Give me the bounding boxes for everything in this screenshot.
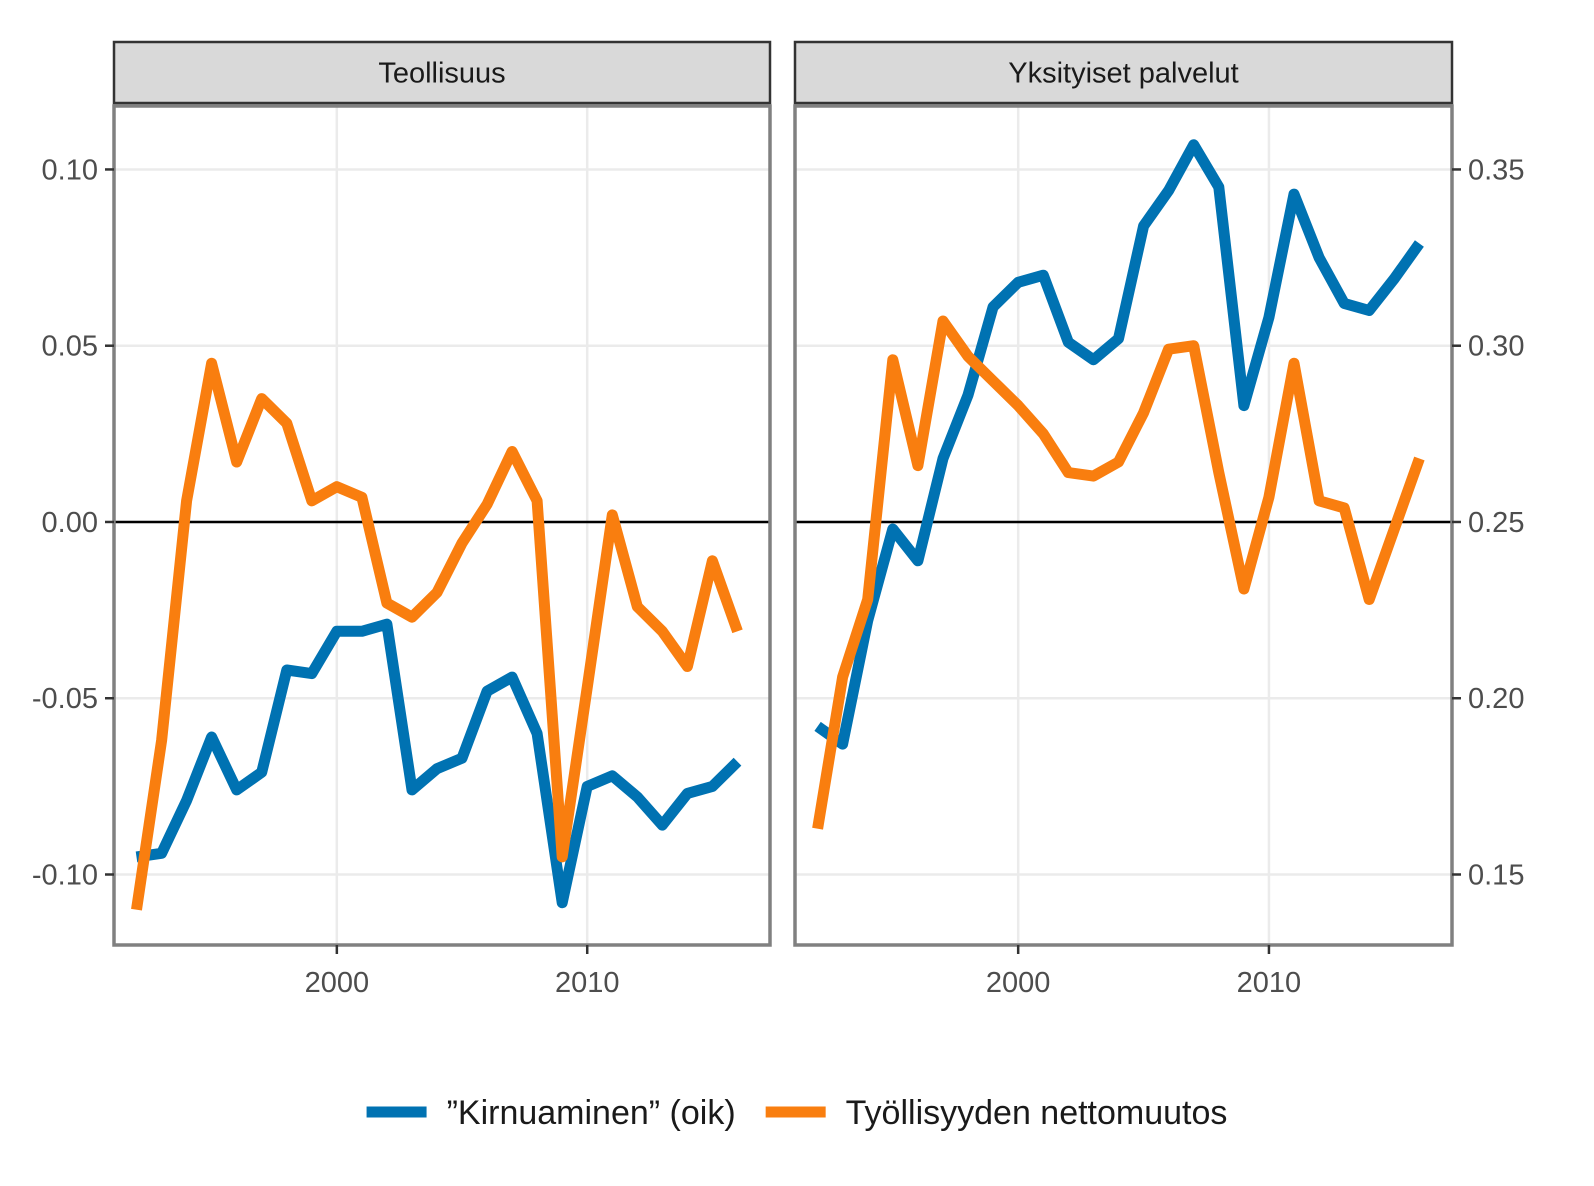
series-line-net [812, 315, 1425, 830]
facet-title: Yksityiset palvelut [1008, 58, 1239, 90]
y-tick-label-left: -0.05 [32, 683, 98, 715]
y-tick-label-left: 0.05 [42, 331, 98, 363]
y-tick-label-right: 0.35 [1468, 154, 1524, 186]
facet-strip [112, 40, 772, 105]
y-tick-label-right: 0.20 [1468, 683, 1524, 715]
panel-background [795, 106, 1452, 945]
legend-label-churn: ”Kirnuaminen” (oik) [447, 1094, 736, 1132]
y-tick-label-left: 0.10 [42, 154, 98, 186]
panel-background [114, 106, 770, 945]
y-tick-label-left: 0.00 [42, 507, 98, 539]
y-tick-label-right: 0.25 [1468, 507, 1524, 539]
facet-strip [793, 40, 1454, 105]
y-tick-label-left: -0.10 [32, 859, 98, 891]
y-tick-label-right: 0.30 [1468, 331, 1524, 363]
panel-border [793, 104, 1454, 947]
x-tick-label: 2010 [555, 967, 620, 999]
y-tick-label-right: 0.15 [1468, 859, 1524, 891]
facet-title: Teollisuus [378, 58, 505, 90]
x-tick-label: 2000 [986, 967, 1051, 999]
panel-border [112, 104, 772, 947]
legend-label-net: Työllisyyden nettomuutos [846, 1094, 1228, 1132]
x-tick-label: 2000 [305, 967, 370, 999]
x-tick-label: 2010 [1237, 967, 1302, 999]
series-line-churn [135, 618, 742, 909]
series-line-churn [814, 139, 1424, 750]
series-line-net [131, 357, 743, 911]
